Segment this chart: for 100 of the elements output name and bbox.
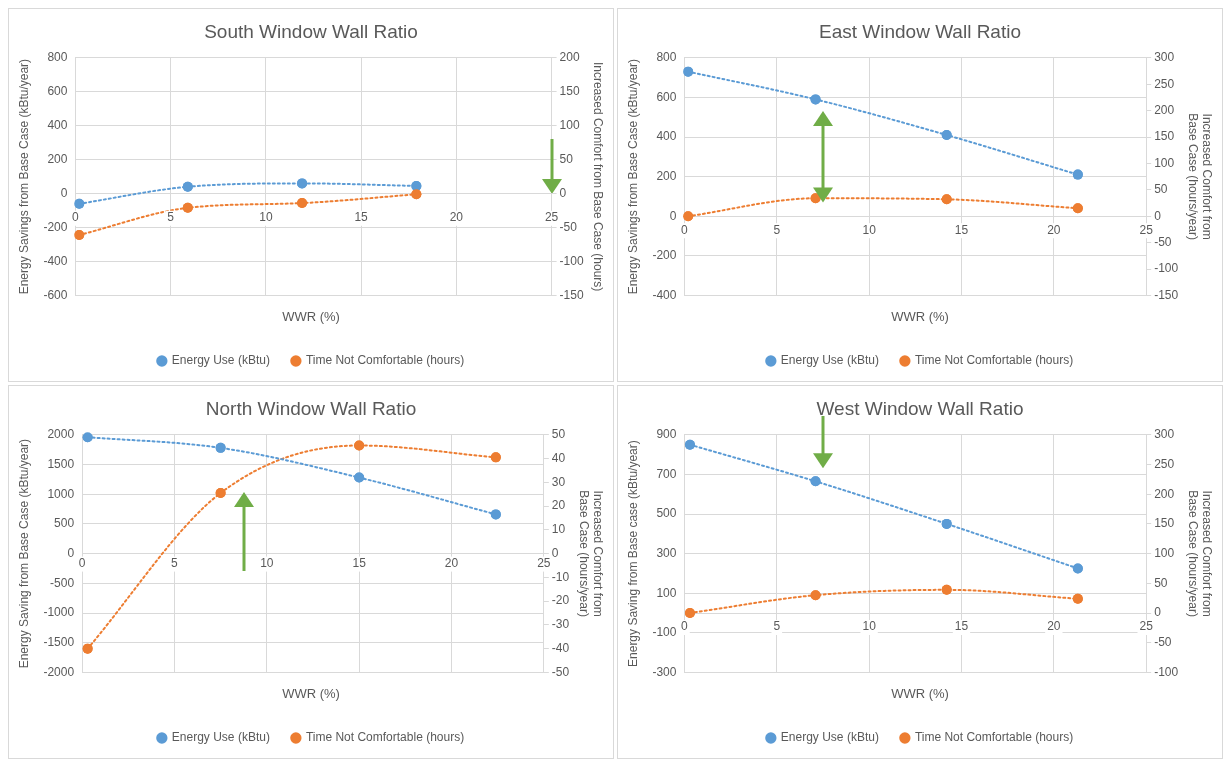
point: [1072, 563, 1083, 574]
point: [810, 94, 821, 105]
point: [810, 476, 821, 487]
y2-tick-label: 100: [559, 118, 580, 132]
y-tick-label: 1500: [47, 456, 75, 471]
x-axis-title: WWR (%): [282, 309, 340, 325]
y2-tick-label: 0: [551, 545, 559, 560]
x-tick-label: 0: [681, 619, 689, 634]
x-tick-label: 20: [1047, 222, 1061, 237]
y2-tick-label: -100: [559, 253, 584, 268]
y2-tick-label: 250: [1154, 76, 1175, 91]
y-tick-label: 0: [60, 185, 68, 200]
y-tick-label: -300: [652, 664, 677, 679]
y-tick-label: 100: [656, 585, 677, 600]
x-tick-label: 0: [681, 222, 689, 237]
point: [941, 194, 952, 205]
point: [1072, 203, 1083, 214]
y-tick-label: -2000: [43, 664, 75, 679]
y-tick-label: -600: [43, 287, 68, 302]
point: [490, 452, 501, 463]
x-tick-label: 20: [449, 210, 464, 225]
y2-tick-label: 150: [1154, 129, 1175, 144]
point: [215, 488, 226, 499]
y2-axis-title: Increased Comfort from Base Case (hours/year): [1186, 490, 1215, 617]
point: [411, 189, 422, 200]
y-tick-label: -200: [43, 219, 68, 234]
x-tick-label: 5: [773, 619, 781, 634]
y2-tick-label: -100: [1154, 664, 1179, 679]
y-tick-label: 800: [47, 50, 68, 65]
y-tick-label: 800: [656, 50, 677, 65]
x-tick-label: 5: [171, 555, 179, 570]
y2-tick-label: 100: [1154, 545, 1175, 560]
y-tick-label: -200: [652, 248, 677, 263]
y-tick-label: 600: [656, 89, 677, 104]
y-tick-label: 2000: [47, 427, 75, 442]
y2-tick-label: -20: [551, 593, 570, 608]
x-tick-label: 10: [862, 619, 877, 634]
y2-axis-title: Increased Comfort from Base Case (hours/year): [1186, 113, 1215, 240]
point: [684, 608, 695, 618]
y-tick-label: -400: [652, 287, 677, 302]
x-tick-label: 5: [773, 222, 781, 237]
point: [941, 518, 952, 529]
x-tick-label: 25: [1139, 222, 1154, 237]
y2-tick-label: -30: [551, 617, 570, 632]
chart-title: East Window Wall Ratio: [818, 20, 1022, 42]
point: [941, 584, 952, 595]
x-tick-label: 15: [954, 619, 969, 634]
x-tick-label: 20: [1047, 619, 1061, 634]
legend-label: Time Not Comfortable (hours): [914, 730, 1074, 745]
legend-label: Energy Use (kBtu): [780, 730, 879, 745]
x-tick-label: 15: [954, 222, 969, 237]
x-tick-label: 10: [862, 222, 877, 237]
y-tick-label: 400: [47, 118, 68, 132]
y2-tick-label: 150: [559, 84, 580, 99]
y2-tick-label: 300: [1154, 50, 1175, 65]
y2-tick-label: 50: [551, 427, 566, 442]
y2-tick-label: -50: [1154, 234, 1172, 249]
y-tick-label: 500: [656, 506, 677, 521]
chart-title: North Window Wall Ratio: [205, 397, 417, 419]
y-tick-label: 300: [656, 545, 677, 560]
point: [82, 643, 93, 654]
chart-title: South Window Wall Ratio: [204, 20, 418, 42]
y2-tick-label: -50: [1154, 635, 1172, 650]
y2-tick-label: -150: [1154, 287, 1179, 302]
legend-label: Time Not Comfortable (hours): [305, 730, 465, 745]
y-tick-label: 700: [656, 466, 677, 481]
point: [215, 442, 226, 453]
y2-tick-label: 200: [1154, 102, 1175, 117]
y2-tick-label: 150: [1154, 516, 1175, 531]
y-axis-title: Energy Saving from Base Case (kBtu/year): [16, 438, 31, 669]
x-tick-label: 15: [352, 555, 367, 570]
y-tick-label: 900: [656, 427, 677, 442]
y2-tick-label: 0: [559, 185, 567, 200]
y2-tick-label: -40: [551, 640, 570, 655]
point: [1072, 169, 1083, 180]
point: [810, 590, 821, 601]
y2-axis-title: Increased Comfort from Base Case (hours): [591, 61, 606, 292]
point: [297, 198, 308, 209]
y-tick-label: 200: [656, 168, 677, 183]
x-tick-label: 10: [259, 210, 273, 225]
legend-label: Time Not Comfortable (hours): [305, 353, 465, 368]
point: [182, 181, 193, 192]
y-tick-label: -400: [43, 253, 68, 268]
y2-tick-label: 0: [1154, 605, 1162, 620]
x-axis-title: WWR (%): [282, 686, 340, 702]
y2-tick-label: 50: [1154, 575, 1168, 590]
y2-tick-label: 300: [1154, 427, 1175, 442]
y-tick-label: -1000: [43, 605, 75, 620]
point: [354, 472, 365, 483]
y-axis-title: Energy Savings from Base Case (kBtu/year): [625, 58, 640, 295]
y-tick-label: 600: [47, 84, 68, 99]
y-tick-label: 200: [47, 151, 68, 166]
point: [411, 180, 422, 191]
x-tick-label: 25: [1139, 619, 1154, 634]
point: [182, 202, 193, 213]
y2-tick-label: 20: [551, 498, 566, 513]
y2-tick-label: 100: [1154, 155, 1175, 170]
legend-label: Energy Use (kBtu): [171, 730, 270, 745]
chart-title: West Window Wall Ratio: [816, 397, 1024, 419]
y2-tick-label: 200: [1154, 486, 1175, 501]
